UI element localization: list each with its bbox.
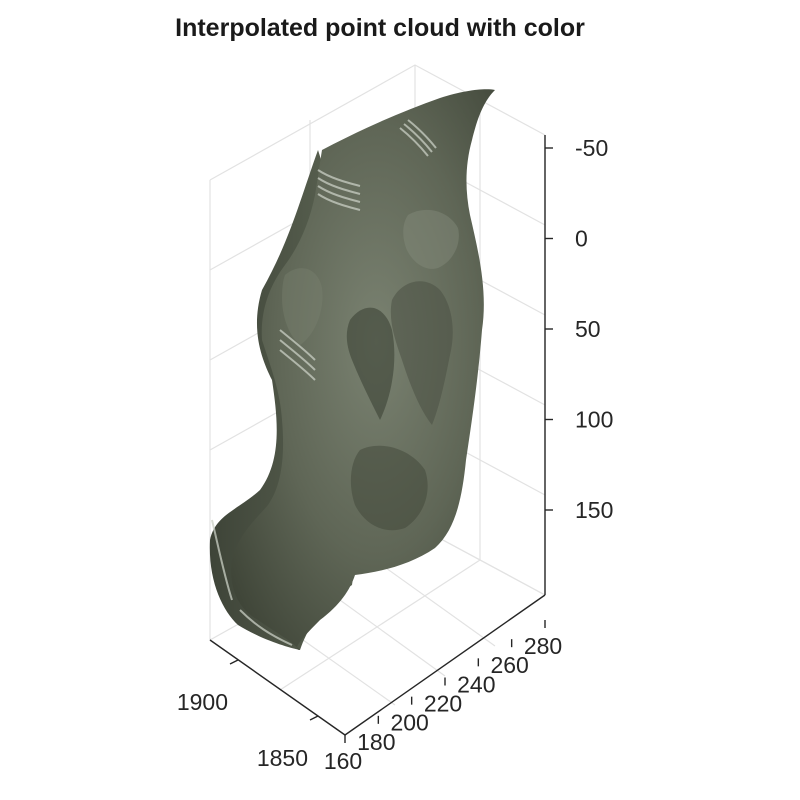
z-tick-label: 150: [575, 497, 613, 523]
surface-stripes: [279, 329, 316, 361]
y-tick-label: 180: [357, 729, 395, 755]
surface-stripes: [407, 119, 437, 149]
x-tick-mark: [309, 715, 319, 721]
surface-stripes: [279, 349, 316, 381]
surface-detail: [390, 281, 453, 425]
point-cloud-surface: [209, 89, 495, 651]
z-tick-label: 100: [575, 407, 613, 433]
y-tick-label: 160: [324, 748, 362, 774]
y-tick-label: 240: [457, 671, 495, 697]
surface-stripes: [317, 193, 361, 211]
y-tick-label: 200: [390, 710, 428, 736]
y-tick-label: 280: [524, 633, 562, 659]
chart-title: Interpolated point cloud with color: [175, 14, 585, 42]
surface-stripes: [317, 185, 361, 203]
axes: [209, 135, 546, 736]
surface-detail: [346, 307, 395, 420]
surface-stripes: [317, 169, 361, 187]
surface-detail: [403, 209, 459, 269]
surface-stripes: [279, 339, 316, 371]
surface-detail: [350, 445, 428, 531]
surface-stripes: [399, 127, 429, 157]
x-axis-line: [209, 639, 346, 736]
z-tick-label: 50: [575, 316, 601, 342]
y-tick-label: 260: [490, 652, 528, 678]
surface-stripes: [211, 519, 233, 601]
grid-line: [279, 559, 481, 691]
grid-line: [209, 64, 546, 181]
surface-stripes: [239, 609, 293, 646]
z-tick-label: 0: [575, 226, 588, 252]
surface-detail: [282, 268, 323, 345]
surface-stripes: [403, 123, 433, 153]
x-tick-mark: [229, 659, 239, 665]
x-tick-label: 1850: [257, 745, 308, 771]
surface-stripes: [317, 177, 361, 195]
z-tick-label: -50: [575, 135, 608, 161]
y-axis-line: [344, 594, 546, 736]
y-tick-label: 220: [424, 691, 462, 717]
x-tick-label: 1900: [177, 689, 228, 715]
